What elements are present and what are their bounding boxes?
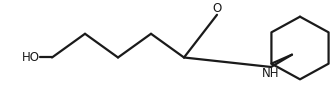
- Text: NH: NH: [262, 67, 280, 80]
- Text: HO: HO: [22, 51, 40, 64]
- Text: O: O: [212, 2, 222, 15]
